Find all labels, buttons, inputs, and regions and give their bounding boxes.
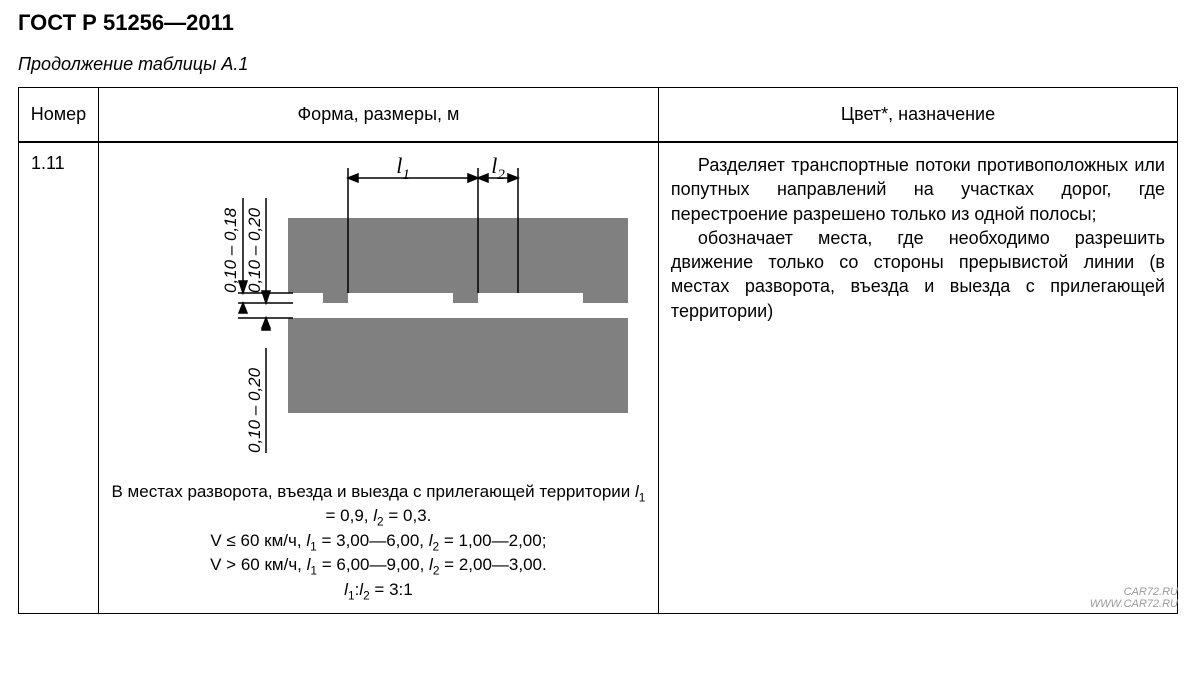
cell-description: Разделяет транспортные потоки противопо­… xyxy=(658,142,1177,614)
road-marking-diagram: l1 l2 xyxy=(118,153,638,473)
col-header-number: Номер xyxy=(19,88,99,143)
svg-text:0,10 – 0,20: 0,10 – 0,20 xyxy=(245,367,264,453)
desc-p1: Разделяет транспортные потоки противопо­… xyxy=(671,153,1165,226)
table-row: 1.11 xyxy=(19,142,1178,614)
page-title: ГОСТ Р 51256—2011 xyxy=(18,10,1178,36)
svg-text:0,10 – 0,18: 0,10 – 0,18 xyxy=(221,207,240,293)
dimension-notes: В местах разворота, въезда и выезда с пр… xyxy=(111,481,646,603)
col-header-form: Форма, размеры, м xyxy=(98,88,658,143)
cell-number: 1.11 xyxy=(19,142,99,614)
svg-text:0,10 – 0,20: 0,10 – 0,20 xyxy=(245,207,264,293)
col-header-desc: Цвет*, назначение xyxy=(658,88,1177,143)
cell-form: l1 l2 xyxy=(98,142,658,614)
table-continuation-label: Продолжение таблицы А.1 xyxy=(18,54,1178,75)
watermark: CAR72.RU WWW.CAR72.RU xyxy=(1090,587,1178,610)
standards-table: Номер Форма, размеры, м Цвет*, назначени… xyxy=(18,87,1178,614)
table-header-row: Номер Форма, размеры, м Цвет*, назначени… xyxy=(19,88,1178,143)
desc-p2: обозначает места, где необходимо разреши… xyxy=(671,226,1165,323)
